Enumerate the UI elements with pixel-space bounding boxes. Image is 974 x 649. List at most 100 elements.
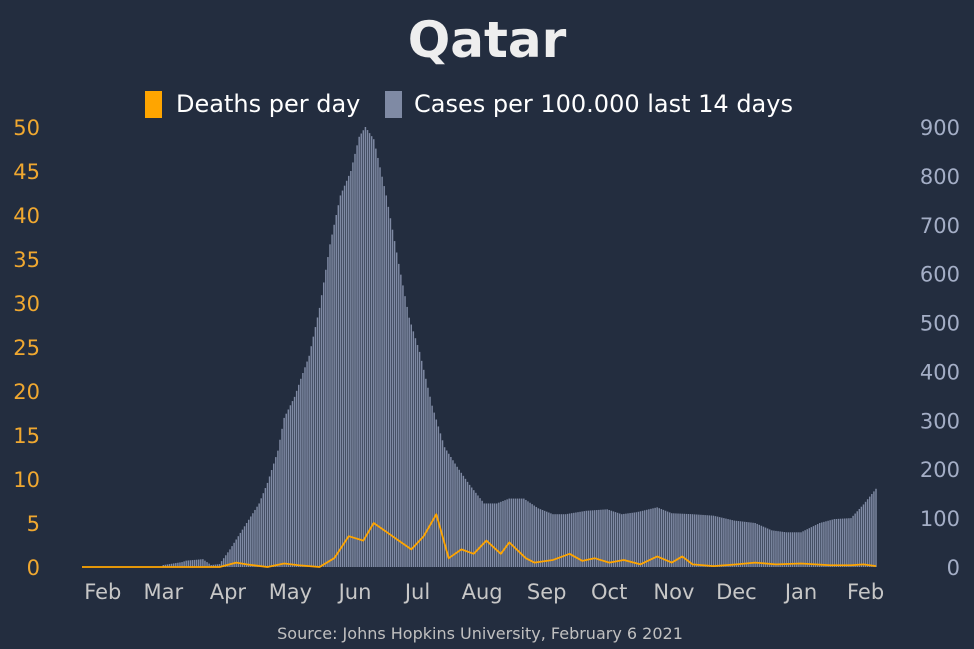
cases-bar (739, 521, 742, 567)
cases-bar (416, 345, 419, 567)
left-tick-label: 5 (27, 512, 40, 536)
cases-bar (456, 466, 458, 567)
cases-bar (637, 511, 640, 567)
cases-bar (844, 518, 846, 567)
cases-bar (318, 307, 321, 567)
cases-bar (252, 513, 254, 567)
cases-bar (375, 148, 377, 567)
cases-bar (206, 562, 208, 567)
cases-bar (864, 501, 867, 567)
cases-bar (618, 513, 621, 567)
cases-bar (835, 518, 838, 567)
cases-bar (652, 508, 654, 567)
cases-bar (477, 495, 479, 567)
cases-bar (773, 530, 775, 567)
cases-bar (550, 513, 552, 567)
cases-bar (771, 530, 773, 567)
cases-bar (466, 481, 469, 567)
cases-bar (498, 502, 500, 567)
cases-bar (441, 440, 444, 567)
cases-bar (314, 327, 317, 567)
cases-bar (629, 513, 631, 567)
cases-bar (195, 559, 198, 567)
cases-bar (452, 460, 454, 567)
cases-bar (433, 412, 435, 567)
cases-bar (464, 478, 467, 567)
cases-bar (666, 511, 669, 567)
cases-bar (783, 532, 786, 567)
left-tick-label: 20 (13, 380, 40, 404)
cases-bar (458, 469, 460, 567)
cases-bar (448, 453, 450, 567)
cases-bar (643, 510, 646, 567)
cases-bar (616, 512, 619, 567)
cases-bar (485, 503, 488, 567)
right-axis-ticks: 0 100 200 300 400 500 600 700 800 900 (920, 116, 960, 580)
cases-bar (693, 514, 696, 567)
cases-bar (787, 532, 790, 567)
cases-bar (687, 514, 690, 567)
cases-bar (714, 516, 717, 567)
cases-bar (250, 516, 252, 567)
cases-bar (225, 555, 227, 567)
cases-bar (775, 530, 777, 567)
cases-bar (400, 274, 402, 567)
cases-bar (200, 559, 202, 567)
cases-bar (220, 561, 223, 567)
cases-bar (164, 564, 167, 567)
cases-bar (610, 510, 613, 567)
cases-bar (450, 457, 452, 567)
cases-bar (731, 520, 733, 567)
cases-bar (293, 396, 296, 567)
left-tick-label: 15 (13, 424, 40, 448)
cases-bar (333, 224, 335, 567)
cases-bar (571, 513, 573, 567)
cases-bar (383, 186, 385, 567)
left-tick-label: 35 (13, 248, 40, 272)
cases-bar (585, 510, 588, 567)
cases-bar (373, 139, 375, 567)
cases-bar (533, 505, 535, 567)
cases-bar (391, 229, 394, 568)
cases-bar (764, 527, 767, 567)
cases-bar (483, 503, 485, 567)
cases-bar (777, 531, 779, 567)
legend-swatch-cases (385, 91, 402, 118)
cases-bar (481, 500, 483, 567)
cases-bar (245, 523, 248, 567)
left-tick-label: 45 (13, 160, 40, 184)
deaths-line (82, 513, 877, 568)
cases-bar (395, 252, 398, 568)
cases-bar (656, 507, 658, 567)
cases-bar (500, 501, 502, 567)
cases-bar (193, 559, 196, 567)
cases-bar (262, 493, 265, 567)
cases-bar (756, 523, 758, 567)
right-tick-label: 400 (920, 360, 960, 384)
left-tick-label: 10 (13, 468, 40, 492)
x-tick-label: Nov (653, 580, 694, 604)
cases-bar (712, 515, 715, 567)
cases-bar (856, 511, 858, 567)
cases-bar (348, 175, 350, 567)
cases-bar (427, 387, 429, 567)
cases-bar (802, 531, 804, 567)
cases-bar (308, 355, 310, 567)
cases-bar (406, 306, 408, 567)
cases-bar (650, 508, 652, 567)
cases-bar (660, 509, 663, 567)
legend-label-cases: Cases per 100.000 last 14 days (414, 90, 793, 118)
x-tick-label: Jul (403, 580, 430, 604)
cases-bar (268, 476, 271, 567)
cases-bar (172, 563, 175, 567)
cases-bar (860, 506, 863, 567)
cases-bar (816, 524, 819, 567)
cases-bar (664, 510, 667, 567)
cases-bar (873, 491, 875, 567)
cases-bar (339, 195, 342, 567)
cases-bar (527, 501, 529, 567)
cases-bar (608, 510, 610, 567)
cases-bar (662, 509, 665, 567)
